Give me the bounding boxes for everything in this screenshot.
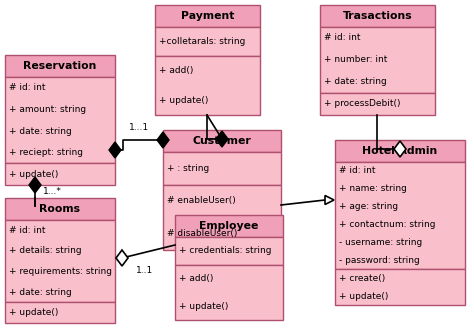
Text: + date: string: + date: string xyxy=(324,78,387,86)
Text: 1..1: 1..1 xyxy=(137,266,154,275)
Text: + credentials: string: + credentials: string xyxy=(179,246,272,255)
Text: + age: string: + age: string xyxy=(339,202,398,211)
Text: # enableUser(): # enableUser() xyxy=(167,196,236,206)
Text: + number: int: + number: int xyxy=(324,55,387,64)
FancyBboxPatch shape xyxy=(155,56,260,115)
FancyBboxPatch shape xyxy=(175,215,283,237)
Text: # id: int: # id: int xyxy=(324,34,361,43)
Text: Trasactions: Trasactions xyxy=(343,11,412,21)
Text: + update(): + update() xyxy=(179,302,228,311)
Text: + add(): + add() xyxy=(159,67,193,76)
FancyBboxPatch shape xyxy=(320,93,435,115)
FancyBboxPatch shape xyxy=(155,5,260,27)
Polygon shape xyxy=(157,132,169,148)
Text: +colletarals: string: +colletarals: string xyxy=(159,37,246,46)
Text: # disableUser(): # disableUser() xyxy=(167,229,237,238)
Text: + details: string: + details: string xyxy=(9,247,82,255)
FancyBboxPatch shape xyxy=(320,5,435,27)
FancyBboxPatch shape xyxy=(5,302,115,323)
Text: + processDebit(): + processDebit() xyxy=(324,100,401,109)
Text: + : string: + : string xyxy=(167,164,209,173)
Text: + create(): + create() xyxy=(339,274,385,283)
Polygon shape xyxy=(325,195,334,205)
FancyBboxPatch shape xyxy=(5,55,115,77)
Text: + contactnum: string: + contactnum: string xyxy=(339,220,436,229)
Text: + update(): + update() xyxy=(339,292,388,301)
Polygon shape xyxy=(216,131,228,147)
Text: # id: int: # id: int xyxy=(9,226,46,235)
FancyBboxPatch shape xyxy=(163,130,281,152)
Text: + requirements: string: + requirements: string xyxy=(9,267,112,276)
Polygon shape xyxy=(394,141,406,157)
FancyBboxPatch shape xyxy=(335,140,465,162)
Text: 1...*: 1...* xyxy=(43,186,62,195)
FancyBboxPatch shape xyxy=(5,220,115,302)
Text: - username: string: - username: string xyxy=(339,238,422,247)
FancyBboxPatch shape xyxy=(335,162,465,269)
Text: + date: string: + date: string xyxy=(9,288,72,297)
FancyBboxPatch shape xyxy=(175,237,283,265)
Polygon shape xyxy=(29,177,41,193)
Text: # id: int: # id: int xyxy=(339,166,375,176)
Text: + add(): + add() xyxy=(179,274,213,283)
FancyBboxPatch shape xyxy=(5,163,115,185)
Text: Customer: Customer xyxy=(192,136,251,146)
Polygon shape xyxy=(109,142,121,158)
Text: Payment: Payment xyxy=(181,11,234,21)
Text: + reciept: string: + reciept: string xyxy=(9,148,83,157)
Text: + update(): + update() xyxy=(159,96,209,105)
Text: + date: string: + date: string xyxy=(9,126,72,136)
Text: + name: string: + name: string xyxy=(339,184,407,193)
Text: # id: int: # id: int xyxy=(9,83,46,92)
FancyBboxPatch shape xyxy=(163,152,281,185)
Text: + update(): + update() xyxy=(9,308,58,317)
Text: + amount: string: + amount: string xyxy=(9,105,86,114)
FancyBboxPatch shape xyxy=(155,27,260,56)
Text: + update(): + update() xyxy=(9,170,58,179)
FancyBboxPatch shape xyxy=(163,185,281,250)
Text: Reservation: Reservation xyxy=(23,61,97,71)
Text: Employee: Employee xyxy=(199,221,259,231)
Polygon shape xyxy=(116,250,128,266)
Text: Hotel Admin: Hotel Admin xyxy=(363,146,438,156)
FancyBboxPatch shape xyxy=(175,265,283,320)
Text: - password: string: - password: string xyxy=(339,256,420,265)
Text: Rooms: Rooms xyxy=(39,204,81,214)
Text: 1...1: 1...1 xyxy=(129,123,149,132)
FancyBboxPatch shape xyxy=(320,27,435,93)
FancyBboxPatch shape xyxy=(5,198,115,220)
FancyBboxPatch shape xyxy=(5,77,115,163)
FancyBboxPatch shape xyxy=(335,269,465,305)
